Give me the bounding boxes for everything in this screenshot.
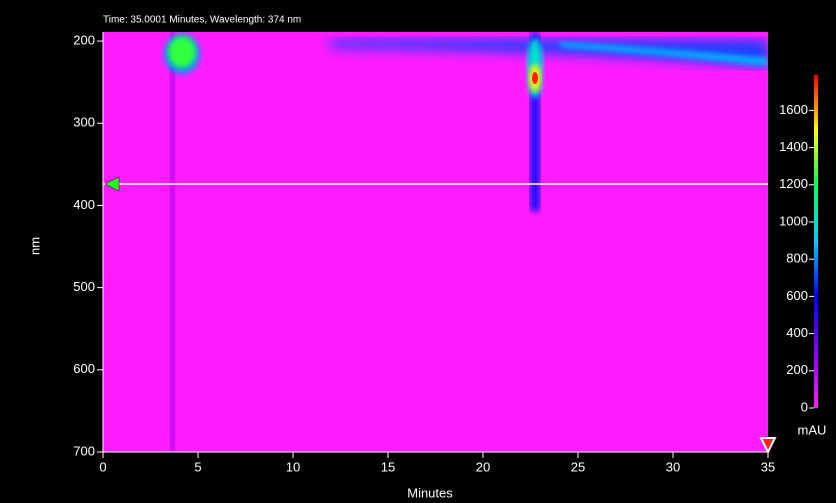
colorbar-tick-label: 400	[786, 325, 808, 340]
heatmap-features	[164, 32, 768, 452]
x-tick-label: 0	[99, 459, 106, 474]
colorbar-tick-label: 1600	[779, 102, 808, 117]
cursor-wavelength-marker	[104, 176, 120, 192]
y-tick-label: 200	[73, 32, 95, 47]
colorbar-tick-label: 1400	[779, 139, 808, 154]
band	[330, 39, 768, 68]
trace-line	[170, 32, 175, 452]
x-axis-label: Minutes	[407, 485, 453, 500]
y-tick-label: 700	[73, 443, 95, 458]
x-tick-label: 25	[571, 459, 585, 474]
peak-max	[532, 72, 538, 84]
x-tick-label: 15	[381, 459, 395, 474]
y-tick-label: 600	[73, 361, 95, 376]
y-tick-label: 400	[73, 197, 95, 212]
header: Time: 35.0001 Minutes, Wavelength: 374 n…	[103, 15, 301, 26]
colorbar-label: mAU	[798, 422, 827, 437]
x-tick-label: 20	[476, 459, 490, 474]
colorbar-tick-label: 600	[786, 288, 808, 303]
colorbar	[814, 75, 818, 408]
x-tick-label: 5	[194, 459, 201, 474]
colorbar-tick-label: 1000	[779, 213, 808, 228]
colorbar-tick-label: 0	[801, 399, 808, 414]
plot-background	[103, 32, 768, 452]
y-axis-label: nm	[27, 237, 42, 255]
colorbar-tick-label: 200	[786, 362, 808, 377]
x-tick-label: 35	[761, 459, 775, 474]
x-tick-label: 10	[286, 459, 300, 474]
cursor-time-marker	[759, 437, 777, 455]
x-tick-label: 30	[666, 459, 680, 474]
colorbar-tick-label: 800	[786, 251, 808, 266]
colorbar-tick-label: 1200	[779, 176, 808, 191]
band-core	[560, 42, 768, 66]
y-tick-label: 500	[73, 279, 95, 294]
y-tick-label: 300	[73, 115, 95, 130]
peak-core	[168, 36, 196, 68]
